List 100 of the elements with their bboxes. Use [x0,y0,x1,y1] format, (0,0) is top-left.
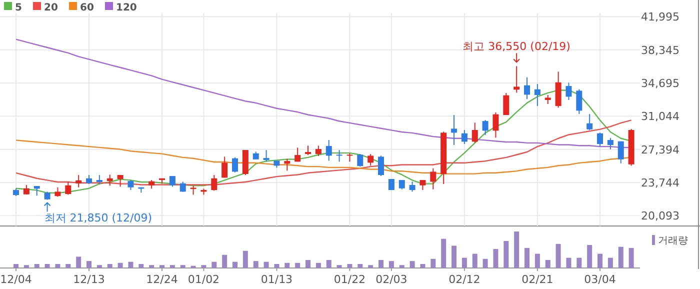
bar [326,260,332,268]
bar [388,261,394,268]
candlestick [586,114,593,131]
bar [201,265,206,268]
bar [138,264,144,268]
candlestick [169,176,176,188]
y-tick-label: 23,744 [641,176,680,190]
candlestick [398,180,405,190]
y-tick-label: 20,093 [641,210,680,223]
candlestick [492,112,499,138]
x-tick-label: 01/13 [260,273,293,286]
bar [76,256,82,268]
candlestick [597,132,604,148]
x-tick-label: 01/02 [188,273,220,286]
x-tick-label: 01/22 [334,273,366,286]
candlestick [503,92,510,116]
bar [576,258,582,268]
bar [253,261,258,268]
x-tick-label: 02/21 [522,273,554,286]
bar [128,262,134,268]
legend-label: 60 [80,2,94,14]
candlestick [326,140,332,162]
candlestick [482,120,488,136]
bar [399,265,404,268]
candlestick [232,156,238,173]
bar [232,262,238,268]
bar [556,244,561,268]
bar [410,261,415,268]
y-tick-label: 34,695 [641,76,680,90]
candlestick [263,150,270,162]
bar [160,265,165,268]
candlestick [566,82,572,101]
x-tick-label: 03/04 [584,273,616,286]
bar [566,258,572,268]
bar [524,248,530,268]
bar [420,264,426,268]
bar [24,265,29,268]
bar [430,258,436,268]
bar [66,264,71,268]
bar [628,248,634,268]
candlestick [524,76,530,100]
bar [472,254,478,268]
bar [44,264,50,268]
y-tick-label: 38,345 [641,44,680,57]
candlestick [472,122,478,144]
y-tick-label: 27,394 [641,143,680,156]
bar [180,265,186,268]
candlestick [576,88,582,115]
candlestick [514,66,520,94]
candlestick [315,145,322,157]
bar [347,264,352,268]
x-tick-label: 12/24 [146,273,178,286]
candlestick [23,184,30,195]
y-tick-label: 41,995 [641,10,680,24]
bar [452,246,457,268]
bar [504,240,509,268]
bar [482,258,488,268]
legend-label: 20 [44,2,58,14]
bar [34,264,40,268]
x-tick-label: 12/13 [73,273,105,286]
bar [306,260,311,268]
y-tick-label: 31,044 [641,110,680,124]
candlestick [534,84,540,107]
bar [514,232,520,268]
candlestick [430,168,436,190]
candlestick [336,150,342,162]
candlestick [607,138,614,150]
bar [316,262,321,268]
candlestick [451,114,458,146]
bar [598,254,603,268]
bar [14,264,18,268]
candlestick [128,180,134,191]
candlestick [368,154,374,166]
x-tick-label: 02/03 [376,273,408,286]
candlestick [96,174,102,185]
bar [545,260,550,268]
annotation: 최저 21,850 (12/09) [44,212,152,225]
candlestick [65,181,72,196]
bar [441,238,446,268]
bar [608,258,613,268]
bar [618,246,624,268]
bar [170,265,175,268]
annotation: 최고 36,550 (02/19) [462,40,570,54]
legend-label: 120 [116,2,137,14]
bar [462,258,467,268]
candlestick [106,174,113,186]
candlestick [409,181,416,192]
candlestick [357,154,364,168]
bar [358,264,363,268]
candlestick [555,71,562,108]
candlestick [34,186,40,196]
bar [55,264,60,268]
bar [493,249,498,268]
candlestick [222,156,228,178]
bar [284,262,290,268]
bar [378,260,384,268]
bar [242,250,248,268]
candlestick [284,158,290,172]
bar [222,254,228,268]
x-tick-label: 12/04 [0,273,32,286]
